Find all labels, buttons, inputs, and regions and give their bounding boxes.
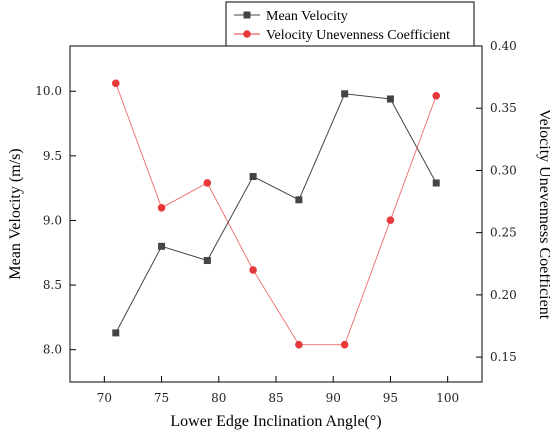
y-right-tick-label-0.30: 0.30 [490,163,517,177]
point-unevenness-71 [111,79,120,88]
point-unevenness-83 [249,266,257,274]
y-right-tick-label-0.35: 0.35 [490,101,517,115]
x-tick-label-90: 90 [326,391,341,405]
legend-label-unevenness: Velocity Unevenness Coefficient [266,28,450,43]
point-mean-velocity-95 [386,95,394,103]
y-right-tick-label-0.25: 0.25 [490,226,517,240]
point-mean-velocity-87 [295,196,303,204]
y-left-tick-label-10.0: 10.0 [35,84,62,98]
y-left-tick-label-8.5: 8.5 [43,278,62,292]
y-left-tick-label-8.0: 8.0 [43,343,62,357]
y-axis-right-title: Velocity Unevenness Coefficient [536,109,550,320]
point-mean-velocity-75 [158,242,166,250]
point-mean-velocity-99 [432,179,440,187]
y-axis-left-title: Mean Velocity (m/s) [7,148,24,279]
legend-marker-unevenness [243,30,251,38]
y-left-tick-label-9.5: 9.5 [43,149,62,163]
point-mean-velocity-79 [203,257,211,265]
series-line-unevenness [115,83,437,346]
x-tick-label-85: 85 [268,391,283,405]
point-mean-velocity-83 [249,173,257,181]
plot-frame [69,45,483,383]
legend-marker-mean-velocity [243,11,251,19]
y-left-tick-label-9.0: 9.0 [43,213,62,227]
point-unevenness-91 [340,340,349,349]
point-unevenness-75 [157,203,166,212]
x-tick-label-100: 100 [436,391,459,405]
point-unevenness-79 [203,179,212,187]
y-right-tick-label-0.15: 0.15 [490,350,517,364]
x-axis-title: Lower Edge Inclination Angle(°) [170,413,381,430]
point-unevenness-99 [432,91,441,100]
legend-label-mean-velocity: Mean Velocity [266,9,348,24]
y-right-tick-label-0.40: 0.40 [490,39,517,53]
point-mean-velocity-91 [341,90,349,98]
point-unevenness-95 [386,216,395,225]
x-tick-label-80: 80 [211,391,226,405]
legend-box [225,1,475,47]
legend: Mean Velocity Velocity Unevenness Coeffi… [225,1,475,47]
x-tick-label-70: 70 [97,391,112,405]
y-right-tick-label-0.20: 0.20 [490,288,517,302]
point-unevenness-87 [295,340,303,349]
point-mean-velocity-71 [112,329,120,337]
x-tick-label-95: 95 [383,391,398,405]
series-line-mean-velocity [115,93,437,334]
x-tick-label-75: 75 [154,391,169,405]
